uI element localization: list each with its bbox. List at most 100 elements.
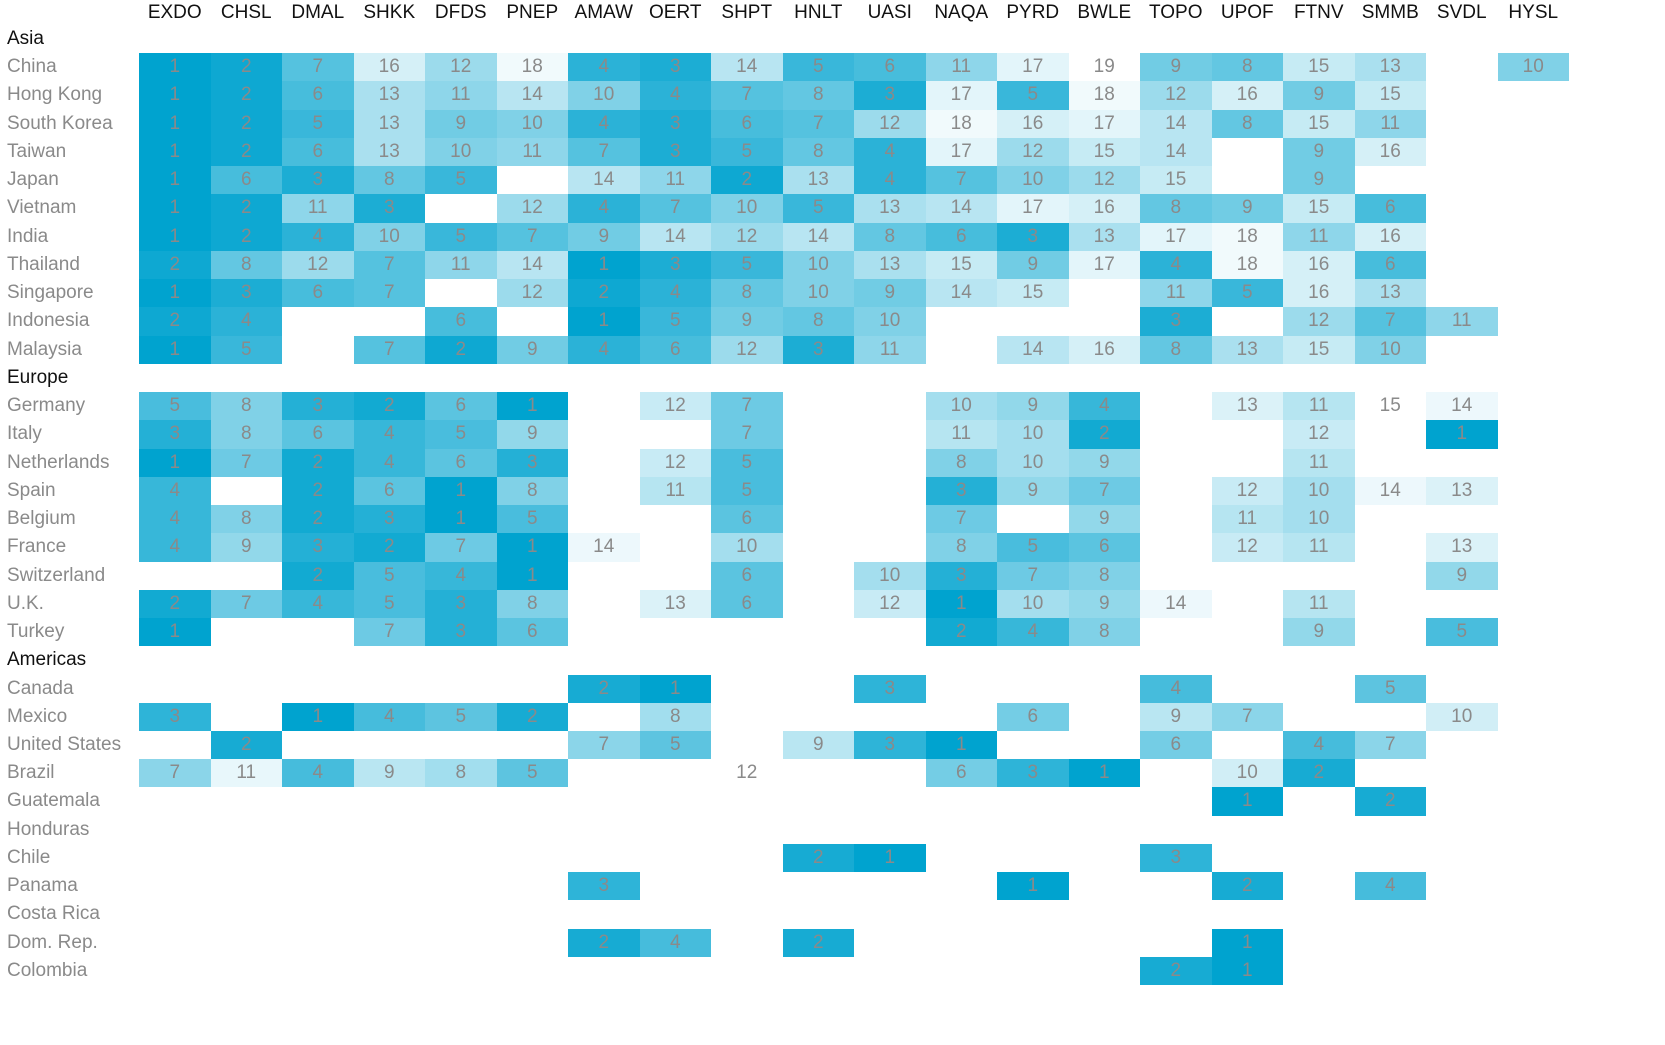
row-label: Costa Rica: [7, 903, 100, 925]
heatmap-cell: 4: [568, 335, 640, 364]
heatmap-cell: 1: [496, 392, 568, 421]
heatmap-cell: 13: [353, 81, 425, 110]
heatmap-cell: 6: [1354, 250, 1426, 280]
heatmap-cell: 5: [639, 307, 711, 336]
heatmap-cell: 8: [639, 702, 711, 731]
heatmap-cell: 16: [1283, 250, 1355, 280]
heatmap-cell: 6: [854, 53, 926, 82]
heatmap-cell: 15: [1068, 137, 1140, 167]
row-label: U.K.: [7, 592, 44, 614]
heatmap-cell: 10: [496, 109, 568, 138]
heatmap-cell: 12: [854, 589, 926, 619]
heatmap-cell: 15: [1354, 81, 1426, 110]
row-label: Hong Kong: [7, 84, 103, 106]
heatmap-cell: 3: [496, 448, 568, 477]
heatmap-cell: 12: [1283, 420, 1355, 449]
heatmap-cell: 1: [139, 166, 211, 195]
heatmap-cell: 4: [568, 109, 640, 138]
heatmap-cell: 10: [997, 420, 1069, 449]
row-label: Taiwan: [7, 140, 67, 162]
heatmap-cell: 1: [1211, 787, 1283, 816]
heatmap-cell: 12: [711, 222, 783, 251]
column-header: PYRD: [1006, 2, 1060, 23]
heatmap-cell: 3: [568, 872, 640, 901]
heatmap-cell: 1: [854, 843, 926, 873]
heatmap-cell: 17: [1068, 250, 1140, 280]
column-header: NAQA: [934, 2, 989, 23]
heatmap-cell: 11: [496, 137, 568, 167]
column-header: UPOF: [1220, 2, 1274, 23]
heatmap-cell: 7: [210, 589, 282, 619]
heatmap-cell: 9: [997, 392, 1069, 421]
heatmap-cell: 13: [854, 250, 926, 280]
heatmap-cell: 13: [639, 589, 711, 619]
heatmap-cell: 5: [639, 731, 711, 760]
heatmap-cell: 6: [210, 166, 282, 195]
heatmap-cell: 1: [139, 109, 211, 138]
heatmap-cell: 2: [282, 476, 354, 506]
heatmap-cell: 3: [139, 420, 211, 449]
heatmap-cell: 2: [782, 928, 854, 957]
heatmap-cell: 5: [425, 420, 497, 449]
heatmap-cell: 7: [139, 759, 211, 788]
heatmap-cell: 3: [639, 137, 711, 167]
heatmap-cell: 5: [997, 533, 1069, 562]
heatmap-cell: 4: [353, 702, 425, 731]
heatmap-cell: 9: [1068, 589, 1140, 619]
heatmap-cell: 2: [210, 109, 282, 138]
row-label: Panama: [7, 875, 78, 897]
heatmap-cell: 4: [997, 618, 1069, 647]
heatmap-cell: 11: [854, 335, 926, 364]
heatmap-cell: 14: [1140, 137, 1212, 167]
heatmap-cell: 1: [139, 448, 211, 477]
heatmap-cell: 12: [639, 392, 711, 421]
heatmap-cell: 12: [1140, 81, 1212, 110]
row-label: Turkey: [7, 621, 65, 643]
heatmap-cell: 10: [925, 392, 997, 421]
heatmap-cell: 6: [425, 392, 497, 421]
heatmap-cell: 14: [925, 194, 997, 223]
heatmap-cell: 4: [639, 279, 711, 308]
heatmap-cell: 1: [139, 137, 211, 167]
heatmap-cell: 2: [353, 392, 425, 421]
heatmap-cell: 2: [496, 702, 568, 731]
heatmap-cell: 2: [925, 618, 997, 647]
heatmap-cell: 16: [997, 109, 1069, 138]
heatmap-cell: 2: [210, 53, 282, 82]
heatmap-cell: 1: [1068, 759, 1140, 788]
heatmap-cell: 4: [425, 561, 497, 590]
heatmap-cell: 12: [1068, 166, 1140, 195]
heatmap-cell: 2: [353, 533, 425, 562]
heatmap-cell: 5: [1211, 279, 1283, 308]
row-label: Brazil: [7, 762, 55, 784]
heatmap-cell: 8: [1140, 194, 1212, 223]
heatmap-cell: 11: [425, 250, 497, 280]
heatmap-cell: 2: [568, 928, 640, 957]
column-header: CHSL: [220, 2, 272, 23]
heatmap-cell: 9: [711, 307, 783, 336]
heatmap-cell: 15: [1283, 53, 1355, 82]
heatmap-cell: 7: [353, 618, 425, 647]
heatmap-cell: 5: [1354, 674, 1426, 703]
column-header: BWLE: [1077, 2, 1132, 23]
heatmap-cell: 11: [1283, 392, 1355, 421]
heatmap-cell: 3: [854, 731, 926, 760]
heatmap-cell: 13: [854, 194, 926, 223]
heatmap-cell: 10: [854, 561, 926, 590]
heatmap-cell: 11: [925, 53, 997, 82]
heatmap-cell: 6: [353, 476, 425, 506]
column-header: TOPO: [1149, 2, 1203, 23]
heatmap-cell: 1: [568, 307, 640, 336]
heatmap-cell: 8: [353, 166, 425, 195]
heatmap-cell: 11: [1211, 505, 1283, 534]
heatmap-cell: 8: [782, 307, 854, 336]
heatmap-cell: 1: [925, 731, 997, 760]
heatmap-cell: 16: [1354, 222, 1426, 251]
column-header: HNLT: [794, 2, 843, 23]
heatmap-cell: 2: [282, 448, 354, 477]
heatmap-cell: 2: [139, 250, 211, 280]
heatmap-cell: 4: [139, 505, 211, 534]
heatmap-cell: 7: [1354, 731, 1426, 760]
heatmap-cell: 2: [568, 674, 640, 703]
heatmap-cell: 5: [711, 137, 783, 167]
